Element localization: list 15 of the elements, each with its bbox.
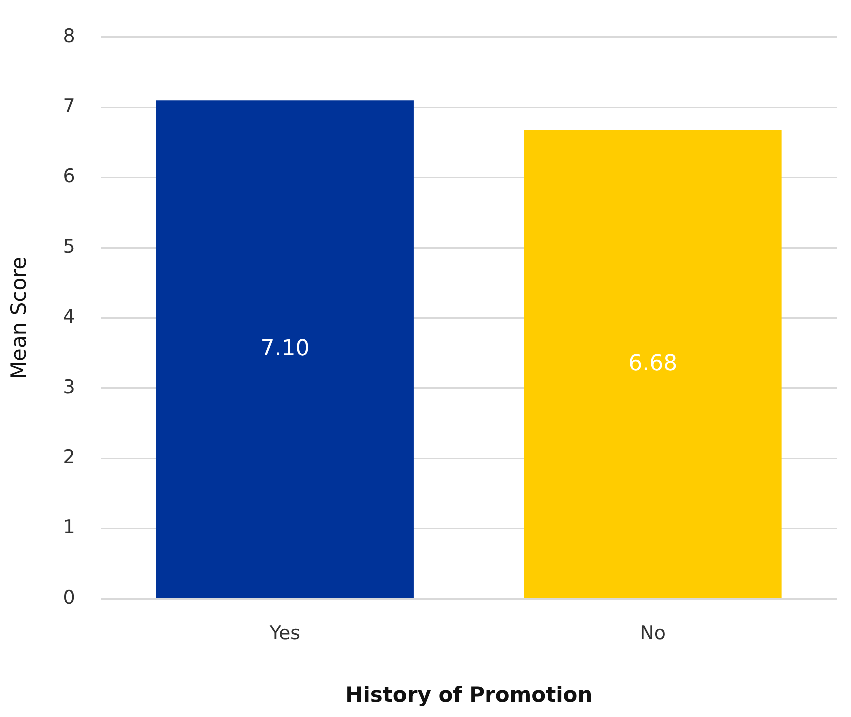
y-tick-label: 6 [63, 166, 76, 188]
y-tick-label: 1 [63, 516, 76, 539]
y-tick-label: 4 [63, 306, 76, 328]
data-label: 7.10 [260, 336, 310, 362]
x-tick-label: Yes [268, 622, 301, 644]
x-axis-title: History of Promotion [346, 682, 593, 707]
y-tick-label: 7 [63, 96, 76, 118]
y-tick-label: 2 [63, 446, 76, 469]
data-label: 6.68 [628, 351, 678, 376]
x-tick-label: No [640, 622, 666, 644]
y-tick-label: 0 [63, 586, 76, 609]
y-tick-label: 5 [63, 236, 76, 258]
y-tick-label: 3 [63, 376, 76, 398]
y-tick-label: 8 [63, 25, 76, 48]
y-axis-title: Mean Score [7, 256, 32, 380]
